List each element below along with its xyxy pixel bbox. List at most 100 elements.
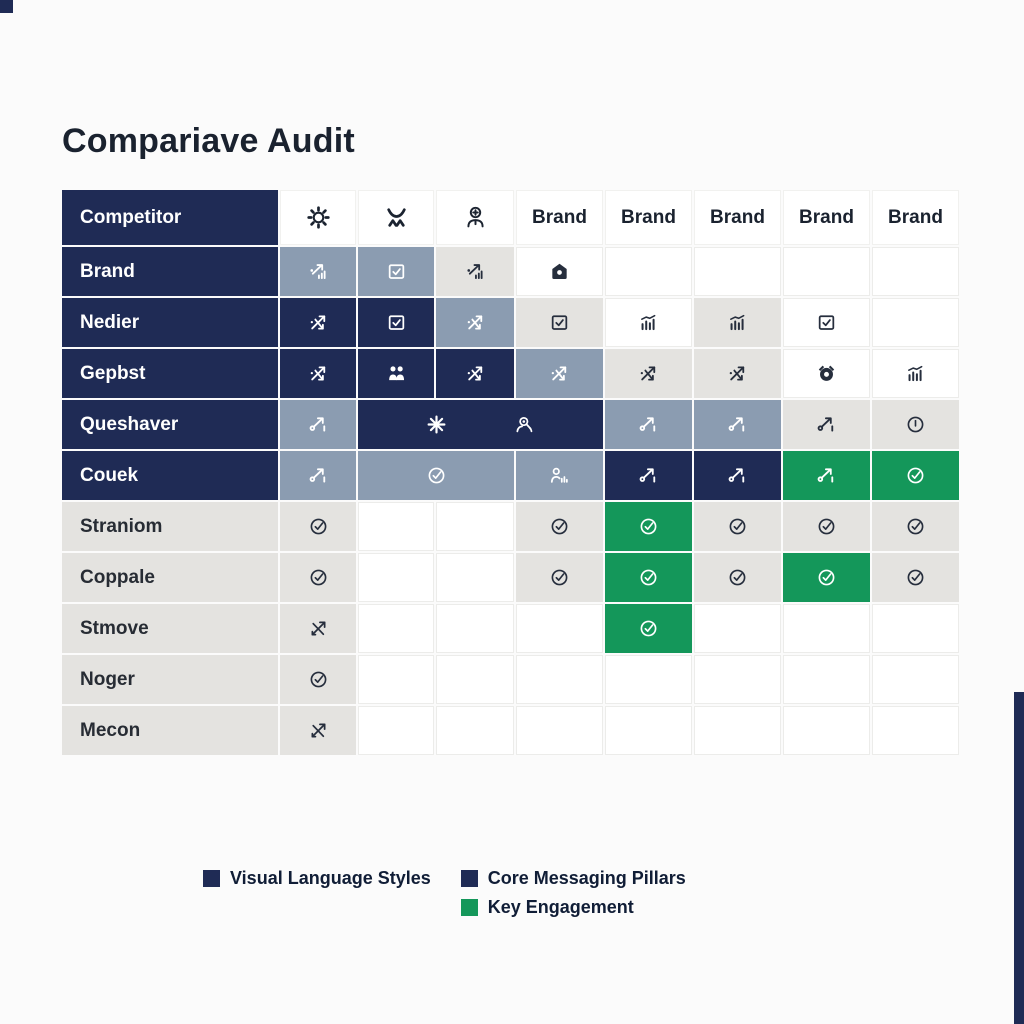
matrix-cell [694, 655, 781, 704]
matrix-cell [605, 655, 692, 704]
matrix-cell [783, 706, 870, 755]
checkbox-icon [549, 312, 570, 333]
matrix-cell [605, 553, 692, 602]
matrix-cell [605, 451, 692, 500]
alarm-icon [816, 363, 837, 384]
matrix-cell [516, 451, 603, 500]
person-search-icon [514, 414, 535, 435]
matrix-cell [358, 400, 603, 449]
matrix-cell [694, 451, 781, 500]
row-label: Brand [62, 247, 278, 296]
crossed-trend-icon [465, 312, 486, 333]
no-trend-icon [308, 618, 329, 639]
page-title: Compariave Audit [62, 121, 355, 160]
matrix-cell [694, 247, 781, 296]
matrix-cell [694, 349, 781, 398]
row-label: Mecon [62, 706, 278, 755]
matrix-cell [872, 298, 959, 347]
matrix-cell [280, 451, 356, 500]
matrix-cell [872, 604, 959, 653]
no-trend-icon [308, 720, 329, 741]
matrix-cell [280, 247, 356, 296]
legend: Visual Language Styles Core Messaging Pi… [203, 868, 686, 918]
matrix-cell [516, 502, 603, 551]
matrix-cell [358, 298, 434, 347]
matrix-cell [358, 604, 434, 653]
check-circle-icon [816, 516, 837, 537]
matrix-cell [872, 451, 959, 500]
matrix-cell [436, 247, 514, 296]
matrix-cell [516, 349, 603, 398]
check-circle-icon [549, 567, 570, 588]
matrix-cell [358, 706, 434, 755]
row-label: Queshaver [62, 400, 278, 449]
check-circle-icon [638, 516, 659, 537]
matrix-cell [358, 349, 434, 398]
matrix-cell [280, 706, 356, 755]
matrix-cell [694, 502, 781, 551]
matrix-cell [872, 706, 959, 755]
matrix-cell [783, 400, 870, 449]
matrix-cell [694, 604, 781, 653]
matrix-cell [280, 349, 356, 398]
engineer-plus-icon [463, 205, 488, 230]
matrix-cell [694, 553, 781, 602]
matrix-cell [436, 604, 514, 653]
matrix-cell [280, 655, 356, 704]
matrix-cell [694, 706, 781, 755]
crossed-trend-icon [727, 363, 748, 384]
matrix-cell [783, 604, 870, 653]
row-label: Straniom [62, 502, 278, 551]
matrix-cell [605, 502, 692, 551]
matrix-cell [436, 298, 514, 347]
row-label: Coppale [62, 553, 278, 602]
checkbox-icon [386, 261, 407, 282]
matrix-cell [605, 400, 692, 449]
matrix-cell [280, 604, 356, 653]
crossed-trend-icon [465, 363, 486, 384]
row-label: Stmove [62, 604, 278, 653]
matrix-cell [516, 655, 603, 704]
matrix-cell [694, 298, 781, 347]
legend-label: Key Engagement [487, 897, 634, 917]
legend-label: Core Messaging Pillars [487, 868, 686, 888]
header-competitor-label: Competitor [62, 190, 278, 245]
check-circle-icon [905, 516, 926, 537]
matrix-cell [436, 706, 514, 755]
audit-table: Competitor Brand Brand Brand Brand Brand Brand… [62, 190, 959, 755]
legend-swatch [460, 899, 478, 916]
row-label: Nedier [62, 298, 278, 347]
burst-icon [426, 414, 447, 435]
check-circle-icon [308, 669, 329, 690]
check-circle-icon [308, 516, 329, 537]
column-header-brand: Brand [516, 190, 603, 245]
trend-up-icon [816, 414, 837, 435]
matrix-cell [783, 451, 870, 500]
matrix-cell [280, 400, 356, 449]
trend-up-icon [638, 465, 659, 486]
matrix-cell [280, 298, 356, 347]
matrix-cell [516, 298, 603, 347]
matrix-cell [516, 604, 603, 653]
column-header-icon [280, 190, 356, 245]
column-header-icon [358, 190, 434, 245]
trend-chart-icon [308, 261, 329, 282]
legend-col-2: Core Messaging Pillars Key Engagement [460, 868, 686, 918]
people-icon [386, 363, 407, 384]
matrix-cell [358, 553, 434, 602]
corner-mark [0, 0, 13, 13]
matrix-cell [694, 400, 781, 449]
matrix-cell [358, 451, 514, 500]
column-header-brand: Brand [694, 190, 781, 245]
trend-up-icon [727, 465, 748, 486]
matrix-cell [436, 553, 514, 602]
check-circle-icon [905, 465, 926, 486]
matrix-cell [783, 247, 870, 296]
crossed-trend-icon [638, 363, 659, 384]
matrix-cell [872, 247, 959, 296]
alert-circle-icon [905, 414, 926, 435]
matrix-cell [605, 298, 692, 347]
matrix-cell [783, 298, 870, 347]
matrix-cell [872, 655, 959, 704]
